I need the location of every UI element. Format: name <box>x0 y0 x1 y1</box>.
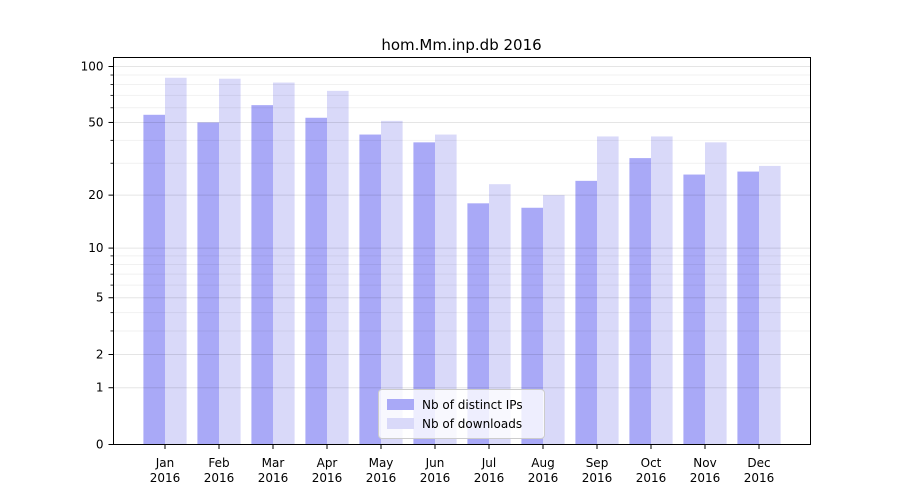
bar-distinct-ips-sep <box>575 180 597 445</box>
x-tick-label-year: 2016 <box>474 471 505 485</box>
y-tick-label: 0 <box>96 438 104 452</box>
bar-downloads-may <box>381 120 403 445</box>
legend-swatch-ips <box>387 399 414 410</box>
bar-distinct-ips-apr <box>305 117 327 445</box>
x-tick-label-month: Feb <box>208 456 229 470</box>
x-tick-label-year: 2016 <box>582 471 613 485</box>
bar-downloads-oct <box>651 136 673 445</box>
y-tick-label: 2 <box>96 348 104 362</box>
x-tick-label-month: Jun <box>425 456 445 470</box>
bar-downloads-mar <box>273 82 295 445</box>
x-tick-label-month: Jul <box>481 456 496 470</box>
bar-distinct-ips-jan <box>143 114 165 445</box>
legend-item-distinct-ips: Nb of distinct IPs <box>387 395 536 414</box>
x-tick-label-year: 2016 <box>366 471 397 485</box>
x-tick-label-month: May <box>369 456 394 470</box>
legend-label: Nb of downloads <box>422 416 523 431</box>
bar-distinct-ips-mar <box>251 105 273 445</box>
bar-downloads-nov <box>705 142 727 445</box>
y-tick-label: 100 <box>81 59 104 73</box>
bar-distinct-ips-jun <box>413 142 435 445</box>
bar-downloads-jan <box>165 77 187 445</box>
x-tick-label-year: 2016 <box>636 471 667 485</box>
bar-downloads-feb <box>219 78 241 445</box>
legend: Nb of distinct IPs Nb of downloads <box>378 389 545 439</box>
x-tick-label-month: Mar <box>262 456 285 470</box>
legend-item-downloads: Nb of downloads <box>387 414 536 433</box>
plot-border <box>113 57 811 445</box>
bar-downloads-aug <box>543 195 565 445</box>
bar-downloads-apr <box>327 90 349 445</box>
x-tick-label-year: 2016 <box>258 471 289 485</box>
bar-distinct-ips-dec <box>737 171 759 445</box>
x-tick-label-month: Oct <box>641 456 662 470</box>
y-tick-label: 50 <box>88 115 103 129</box>
bar-distinct-ips-nov <box>683 174 705 445</box>
x-tick-label-year: 2016 <box>690 471 721 485</box>
bar-distinct-ips-may <box>359 134 381 445</box>
chart-title: hom.Mm.inp.db 2016 <box>381 36 542 54</box>
bar-distinct-ips-aug <box>521 207 543 445</box>
x-tick-label-year: 2016 <box>150 471 181 485</box>
bar-downloads-jul <box>489 184 511 445</box>
x-tick-label-month: Apr <box>317 456 338 470</box>
y-tick-label: 5 <box>96 291 104 305</box>
y-tick-label: 20 <box>88 188 103 202</box>
x-tick-label-year: 2016 <box>420 471 451 485</box>
legend-label: Nb of distinct IPs <box>422 397 523 412</box>
x-tick-label-month: Sep <box>586 456 609 470</box>
x-tick-label-year: 2016 <box>528 471 559 485</box>
x-tick-label-month: Dec <box>747 456 770 470</box>
x-tick-label-month: Nov <box>693 456 716 470</box>
x-tick-label-year: 2016 <box>744 471 775 485</box>
y-tick-label: 1 <box>96 381 104 395</box>
x-tick-label-year: 2016 <box>312 471 343 485</box>
bar-downloads-dec <box>759 165 781 445</box>
x-tick-label-year: 2016 <box>204 471 235 485</box>
bar-distinct-ips-feb <box>197 122 219 445</box>
x-tick-label-month: Jan <box>155 456 175 470</box>
x-tick-label-month: Aug <box>531 456 554 470</box>
y-tick-label: 10 <box>88 241 103 255</box>
legend-swatch-downloads <box>387 418 414 429</box>
bar-distinct-ips-jul <box>467 203 489 445</box>
bar-downloads-jun <box>435 134 457 445</box>
bar-distinct-ips-oct <box>629 158 651 445</box>
bar-downloads-sep <box>597 136 619 445</box>
